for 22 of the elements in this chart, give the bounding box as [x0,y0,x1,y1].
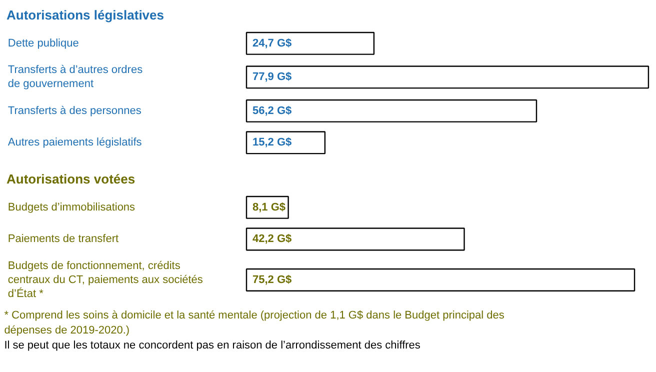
text: Autorisations législatives [6,8,164,22]
bar [246,131,326,154]
data-label: 15,2 G$ [252,136,292,149]
data-label: 42,2 G$ [252,233,292,246]
text: * Comprend les soins à domicile et la santé mentale (projection de 1,1 G$ dans le Budget principal des dépenses de 2019-2020.) [4,310,505,337]
y-tick-label: Budgets de fonctionnement, crédits centraux du CT, paiements aux sociétés d’État * [8,260,204,300]
data-label: 56,2 G$ [252,104,292,117]
y-tick-label: Dette publique [8,37,79,50]
y-tick-label: Autres paiements législatifs [8,136,142,149]
data-label: 8,1 G$ [252,201,286,214]
text: Autorisations votées [6,172,136,186]
y-tick-label: Budgets d’immobilisations [8,201,136,214]
data-label: 75,2 G$ [252,274,292,286]
bar [246,66,650,89]
data-label: 77,9 G$ [252,71,292,84]
bar [246,99,538,122]
text: Il se peut que les totaux ne concordent pas en raison de l’arrondissement des chiffres [4,340,421,352]
y-tick-label: Transferts à des personnes [8,104,142,117]
bar [246,32,375,55]
y-tick-label: Paiements de transfert [8,233,119,246]
data-label: 24,7 G$ [252,37,292,50]
y-tick-label: Transferts à d’autres ordres de gouvernement [8,64,144,90]
